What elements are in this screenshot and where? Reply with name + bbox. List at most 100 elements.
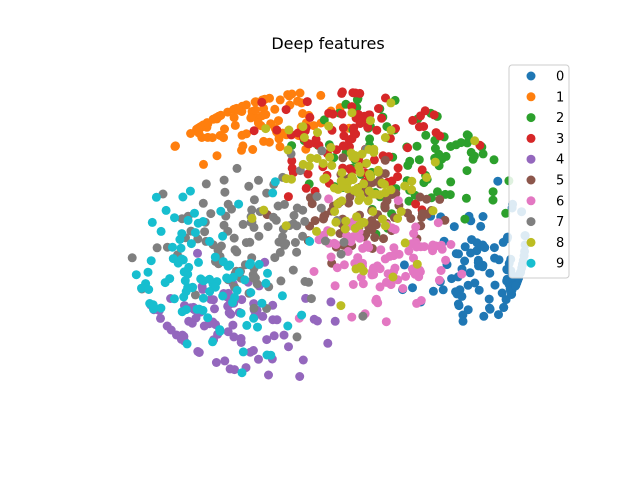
- point-class-4: [245, 347, 255, 357]
- point-class-6: [362, 240, 372, 250]
- point-class-9: [210, 252, 220, 262]
- point-class-8: [331, 217, 341, 227]
- legend-marker-6: [526, 196, 536, 206]
- point-class-8: [347, 172, 357, 182]
- point-class-9: [205, 287, 215, 296]
- point-class-1: [264, 137, 274, 147]
- legend-label-9: 9: [556, 257, 564, 272]
- point-class-3: [372, 125, 382, 135]
- point-class-6: [330, 281, 340, 291]
- point-class-3: [257, 97, 267, 107]
- point-class-9: [240, 275, 250, 285]
- point-class-9: [177, 307, 187, 317]
- point-class-9: [180, 276, 190, 286]
- legend-marker-3: [526, 133, 536, 143]
- point-class-4: [254, 354, 263, 364]
- point-class-8: [326, 227, 336, 237]
- point-class-7: [316, 203, 326, 213]
- point-class-3: [287, 163, 297, 173]
- point-class-6: [348, 280, 358, 289]
- point-class-7: [152, 243, 162, 253]
- point-class-3: [429, 110, 439, 120]
- point-class-9: [193, 218, 203, 228]
- point-class-9: [156, 303, 166, 313]
- point-class-3: [303, 169, 313, 179]
- point-class-9: [143, 267, 153, 277]
- point-class-3: [281, 105, 291, 115]
- point-class-9: [305, 236, 315, 246]
- point-class-2: [489, 155, 499, 165]
- point-class-9: [176, 243, 186, 253]
- point-class-4: [236, 338, 246, 347]
- point-class-9: [194, 257, 203, 267]
- point-class-9: [177, 229, 187, 239]
- point-class-3: [374, 104, 383, 113]
- point-class-8: [430, 157, 440, 167]
- point-class-9: [131, 270, 141, 280]
- point-class-0: [484, 294, 494, 304]
- point-class-7: [198, 198, 208, 208]
- point-class-0: [485, 303, 494, 313]
- point-class-7: [244, 181, 254, 191]
- point-class-9: [156, 226, 166, 236]
- point-class-1: [199, 159, 208, 169]
- point-class-9: [263, 268, 272, 278]
- point-class-6: [326, 252, 336, 262]
- point-class-4: [237, 295, 247, 305]
- point-class-3: [302, 97, 312, 107]
- point-class-8: [470, 136, 480, 146]
- point-class-1: [170, 141, 180, 151]
- point-class-1: [316, 90, 326, 100]
- point-class-7: [275, 247, 285, 257]
- point-class-3: [338, 141, 348, 151]
- legend-marker-4: [526, 154, 536, 164]
- point-class-8: [373, 167, 383, 177]
- point-class-6: [401, 271, 411, 281]
- point-class-2: [478, 149, 488, 159]
- point-class-1: [234, 105, 244, 115]
- point-class-1: [248, 145, 258, 154]
- point-class-6: [404, 246, 414, 256]
- point-class-9: [236, 308, 246, 318]
- point-class-9: [198, 305, 208, 315]
- point-class-7: [289, 211, 299, 220]
- point-class-6: [389, 251, 399, 261]
- point-class-6: [389, 243, 399, 253]
- legend-label-4: 4: [556, 153, 564, 168]
- point-class-0: [494, 310, 503, 320]
- point-class-0: [473, 255, 483, 265]
- point-class-1: [246, 113, 256, 123]
- legend-marker-5: [526, 175, 536, 185]
- point-class-6: [380, 254, 390, 264]
- point-class-0: [497, 288, 507, 298]
- point-class-6: [434, 275, 444, 285]
- point-class-2: [468, 154, 478, 164]
- point-class-9: [203, 313, 213, 323]
- point-class-7: [249, 303, 259, 313]
- point-class-8: [284, 125, 294, 135]
- point-class-8: [337, 168, 347, 178]
- point-class-0: [457, 291, 467, 301]
- point-class-0: [466, 248, 476, 258]
- point-class-0: [428, 286, 438, 296]
- point-class-0: [408, 283, 417, 293]
- point-class-9: [237, 368, 247, 378]
- point-class-1: [251, 105, 261, 115]
- point-class-3: [324, 108, 334, 118]
- point-class-8: [369, 147, 379, 157]
- point-class-7: [300, 216, 310, 226]
- point-class-6: [412, 298, 422, 308]
- point-class-7: [276, 276, 286, 286]
- point-class-0: [467, 235, 477, 245]
- point-class-7: [249, 222, 259, 232]
- point-class-5: [406, 214, 416, 223]
- point-class-0: [490, 253, 500, 263]
- legend-marker-7: [526, 217, 536, 227]
- point-class-5: [310, 216, 320, 226]
- point-class-3: [337, 87, 347, 97]
- point-class-2: [403, 160, 413, 170]
- point-class-0: [478, 212, 488, 221]
- point-class-8: [312, 154, 322, 163]
- point-class-4: [272, 315, 282, 325]
- point-class-1: [230, 120, 240, 130]
